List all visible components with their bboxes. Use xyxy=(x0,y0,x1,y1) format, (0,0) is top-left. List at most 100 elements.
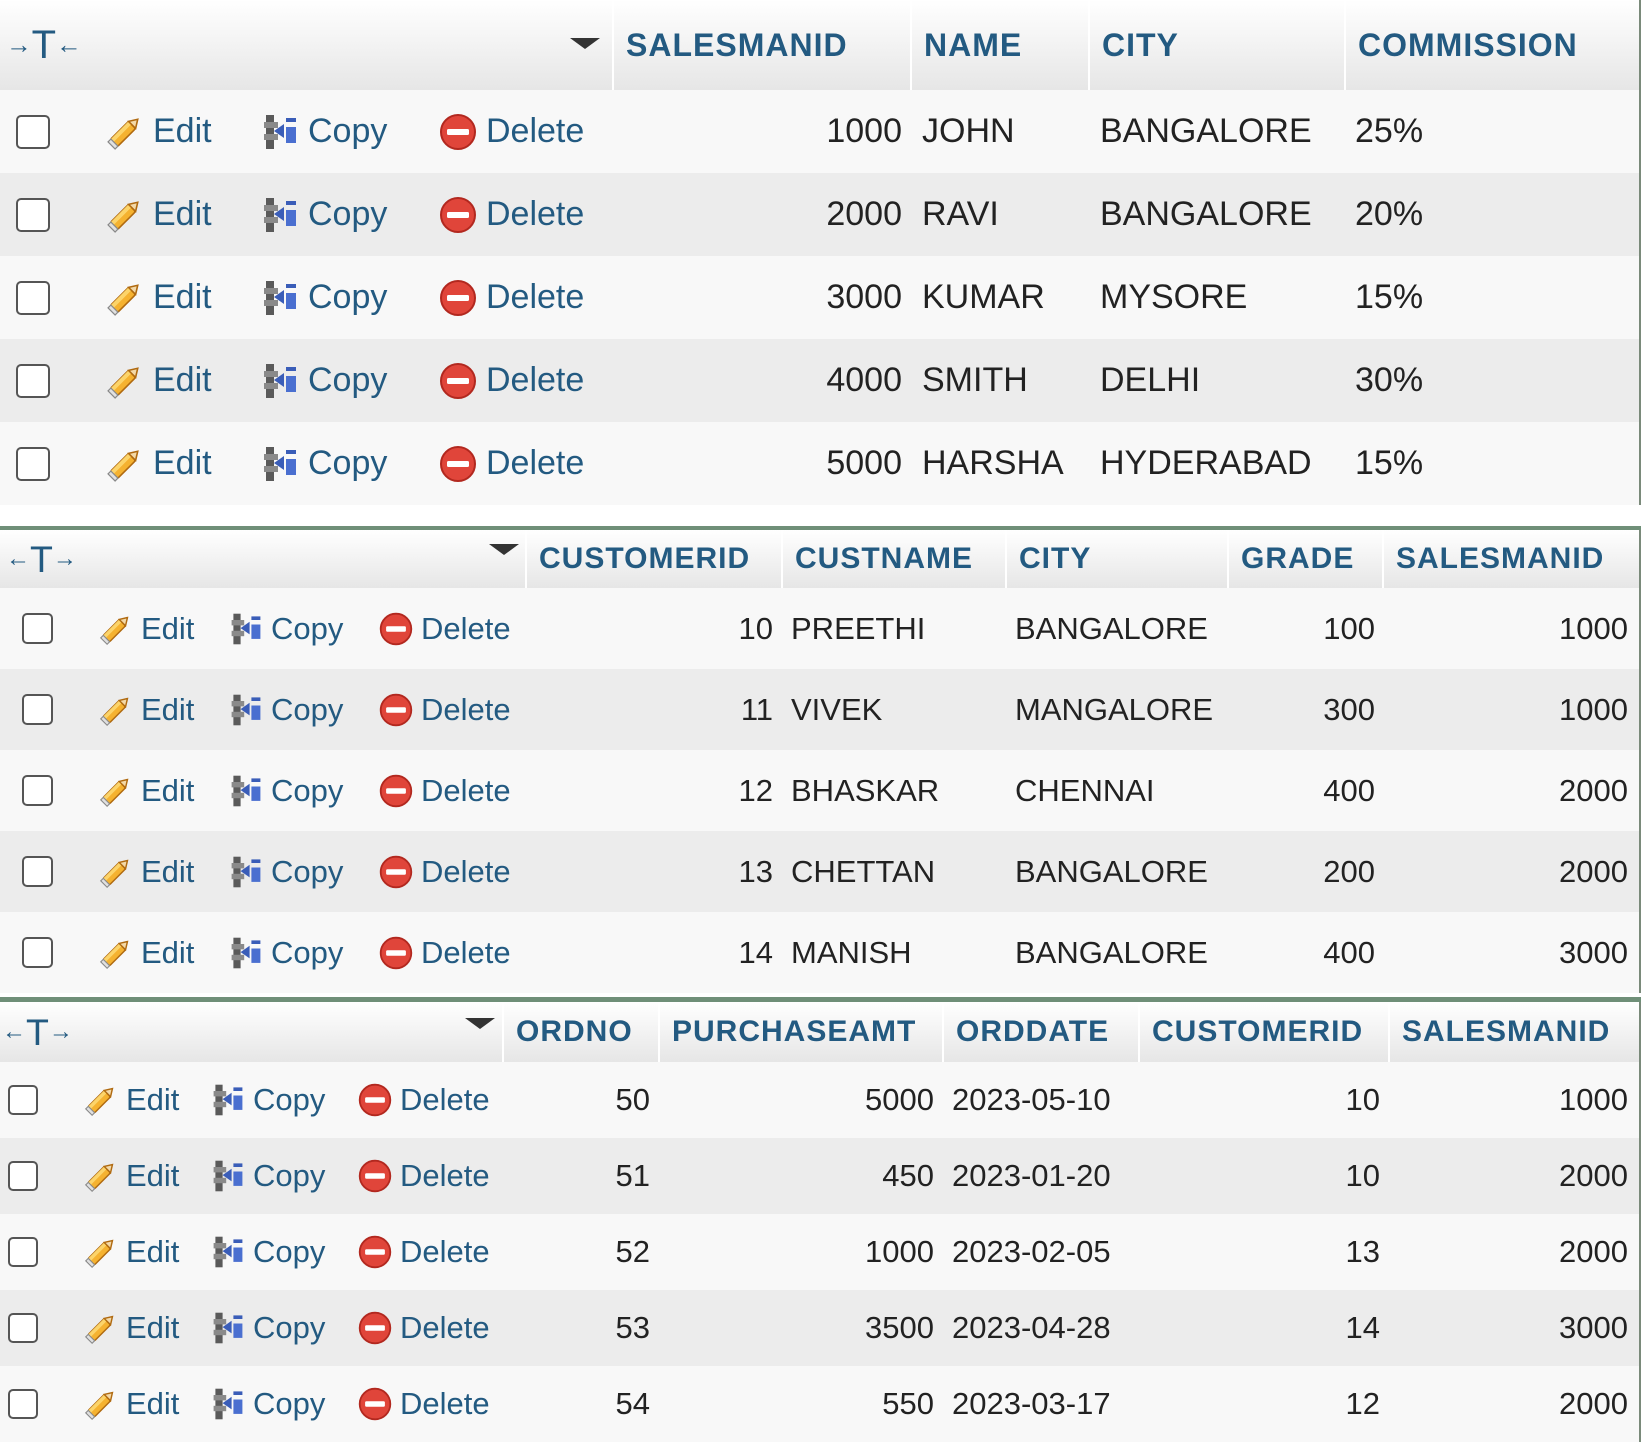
table-row: Edit Copy Delete 1000 JOHN BANGALORE 25% xyxy=(0,90,1641,173)
delete-icon xyxy=(379,855,413,888)
table-row: Edit Copy Delete 11 VIVEK MANGALORE 300 1000 xyxy=(0,669,1641,750)
copy-icon xyxy=(231,937,261,968)
edit-button[interactable]: Edit xyxy=(105,173,212,256)
edit-button[interactable]: Edit xyxy=(105,256,212,339)
edit-label: Edit xyxy=(141,691,195,727)
delete-button[interactable]: Delete xyxy=(438,422,584,505)
column-header[interactable]: NAME xyxy=(910,0,1088,90)
copy-button[interactable]: Copy xyxy=(210,1138,325,1214)
edit-label: Edit xyxy=(126,1234,180,1269)
delete-icon xyxy=(358,1159,392,1193)
row-checkbox[interactable] xyxy=(22,856,53,887)
delete-button[interactable]: Delete xyxy=(378,750,511,831)
table-cell: 10 xyxy=(1345,1158,1380,1193)
copy-button[interactable]: Copy xyxy=(260,173,387,256)
row-checkbox[interactable] xyxy=(8,1161,38,1191)
delete-button[interactable]: Delete xyxy=(378,588,511,669)
row-checkbox[interactable] xyxy=(22,775,53,806)
copy-button[interactable]: Copy xyxy=(260,339,387,422)
copy-button[interactable]: Copy xyxy=(210,1366,325,1442)
table-cell: 12 xyxy=(1345,1386,1380,1421)
delete-button[interactable]: Delete xyxy=(357,1290,490,1366)
row-checkbox[interactable] xyxy=(22,694,53,725)
copy-button[interactable]: Copy xyxy=(260,90,387,173)
table-cell: 2023-05-10 xyxy=(952,1082,1111,1117)
row-checkbox[interactable] xyxy=(16,364,50,398)
delete-icon xyxy=(440,279,476,316)
copy-button[interactable]: Copy xyxy=(228,831,343,912)
column-header[interactable]: PURCHASEAMT xyxy=(658,1002,942,1062)
edit-button[interactable]: Edit xyxy=(105,339,212,422)
edit-button[interactable]: Edit xyxy=(98,669,194,750)
column-toggle-icon[interactable]: ← T → xyxy=(6,530,77,588)
column-header[interactable]: ORDDATE xyxy=(942,1002,1138,1062)
delete-button[interactable]: Delete xyxy=(438,173,584,256)
delete-button[interactable]: Delete xyxy=(357,1138,490,1214)
edit-button[interactable]: Edit xyxy=(98,750,194,831)
delete-button[interactable]: Delete xyxy=(438,256,584,339)
delete-button[interactable]: Delete xyxy=(378,912,511,993)
edit-button[interactable]: Edit xyxy=(98,912,194,993)
delete-button[interactable]: Delete xyxy=(438,339,584,422)
column-header[interactable]: GRADE xyxy=(1227,530,1382,588)
column-header[interactable]: CITY xyxy=(1088,0,1344,90)
t-icon: T xyxy=(26,1010,49,1053)
sort-triangle-icon[interactable] xyxy=(489,544,519,555)
edit-button[interactable]: Edit xyxy=(83,1290,179,1366)
table-row: Edit Copy Delete 12 BHASKAR CHENNAI 400 2000 xyxy=(0,750,1641,831)
column-header[interactable]: CITY xyxy=(1005,530,1227,588)
copy-button[interactable]: Copy xyxy=(228,912,343,993)
delete-button[interactable]: Delete xyxy=(357,1062,490,1138)
edit-button[interactable]: Edit xyxy=(83,1214,179,1290)
edit-button[interactable]: Edit xyxy=(98,588,194,669)
row-checkbox[interactable] xyxy=(8,1389,38,1419)
copy-button[interactable]: Copy xyxy=(210,1290,325,1366)
pencil-icon xyxy=(84,1391,114,1421)
delete-button[interactable]: Delete xyxy=(378,669,511,750)
column-toggle-icon[interactable]: → T ← xyxy=(6,0,82,90)
table-cell: BANGALORE xyxy=(1015,934,1208,970)
row-checkbox[interactable] xyxy=(8,1085,38,1115)
table-header: ← T → CUSTOMERID CUSTNAME CITY GRADE SALESMANID xyxy=(0,530,1641,589)
sort-triangle-icon[interactable] xyxy=(570,38,600,49)
delete-button[interactable]: Delete xyxy=(438,90,584,173)
edit-button[interactable]: Edit xyxy=(83,1366,179,1442)
edit-button[interactable]: Edit xyxy=(98,831,194,912)
column-header[interactable]: CUSTOMERID xyxy=(1138,1002,1388,1062)
copy-button[interactable]: Copy xyxy=(228,588,343,669)
column-header[interactable]: CUSTNAME xyxy=(781,530,1005,588)
copy-button[interactable]: Copy xyxy=(228,750,343,831)
edit-button[interactable]: Edit xyxy=(83,1138,179,1214)
row-checkbox[interactable] xyxy=(8,1313,38,1343)
edit-button[interactable]: Edit xyxy=(83,1062,179,1138)
arrow-icon: → xyxy=(52,545,77,572)
row-checkbox[interactable] xyxy=(8,1237,38,1267)
copy-button[interactable]: Copy xyxy=(228,669,343,750)
row-checkbox[interactable] xyxy=(16,447,50,481)
copy-button[interactable]: Copy xyxy=(210,1062,325,1138)
column-header[interactable]: CUSTOMERID xyxy=(525,530,781,588)
copy-button[interactable]: Copy xyxy=(260,422,387,505)
column-header[interactable]: SALESMANID xyxy=(1388,1002,1641,1062)
column-header[interactable]: SALESMANID xyxy=(612,0,910,90)
sort-triangle-icon[interactable] xyxy=(465,1018,495,1029)
column-toggle-icon[interactable]: ← T → xyxy=(2,1002,73,1062)
row-checkbox[interactable] xyxy=(22,937,53,968)
table-cell: VIVEK xyxy=(791,691,883,727)
delete-button[interactable]: Delete xyxy=(357,1366,490,1442)
column-header[interactable]: ORDNO xyxy=(502,1002,658,1062)
row-checkbox[interactable] xyxy=(22,613,53,644)
copy-button[interactable]: Copy xyxy=(260,256,387,339)
column-header[interactable]: COMMISSION xyxy=(1344,0,1641,90)
row-checkbox[interactable] xyxy=(16,198,50,232)
copy-button[interactable]: Copy xyxy=(210,1214,325,1290)
edit-button[interactable]: Edit xyxy=(105,90,212,173)
delete-button[interactable]: Delete xyxy=(378,831,511,912)
row-checkbox[interactable] xyxy=(16,115,50,149)
delete-button[interactable]: Delete xyxy=(357,1214,490,1290)
column-header[interactable]: SALESMANID xyxy=(1382,530,1641,588)
edit-button[interactable]: Edit xyxy=(105,422,212,505)
table-cell: JOHN xyxy=(922,112,1015,150)
row-checkbox[interactable] xyxy=(16,281,50,315)
copy-icon xyxy=(231,856,261,887)
